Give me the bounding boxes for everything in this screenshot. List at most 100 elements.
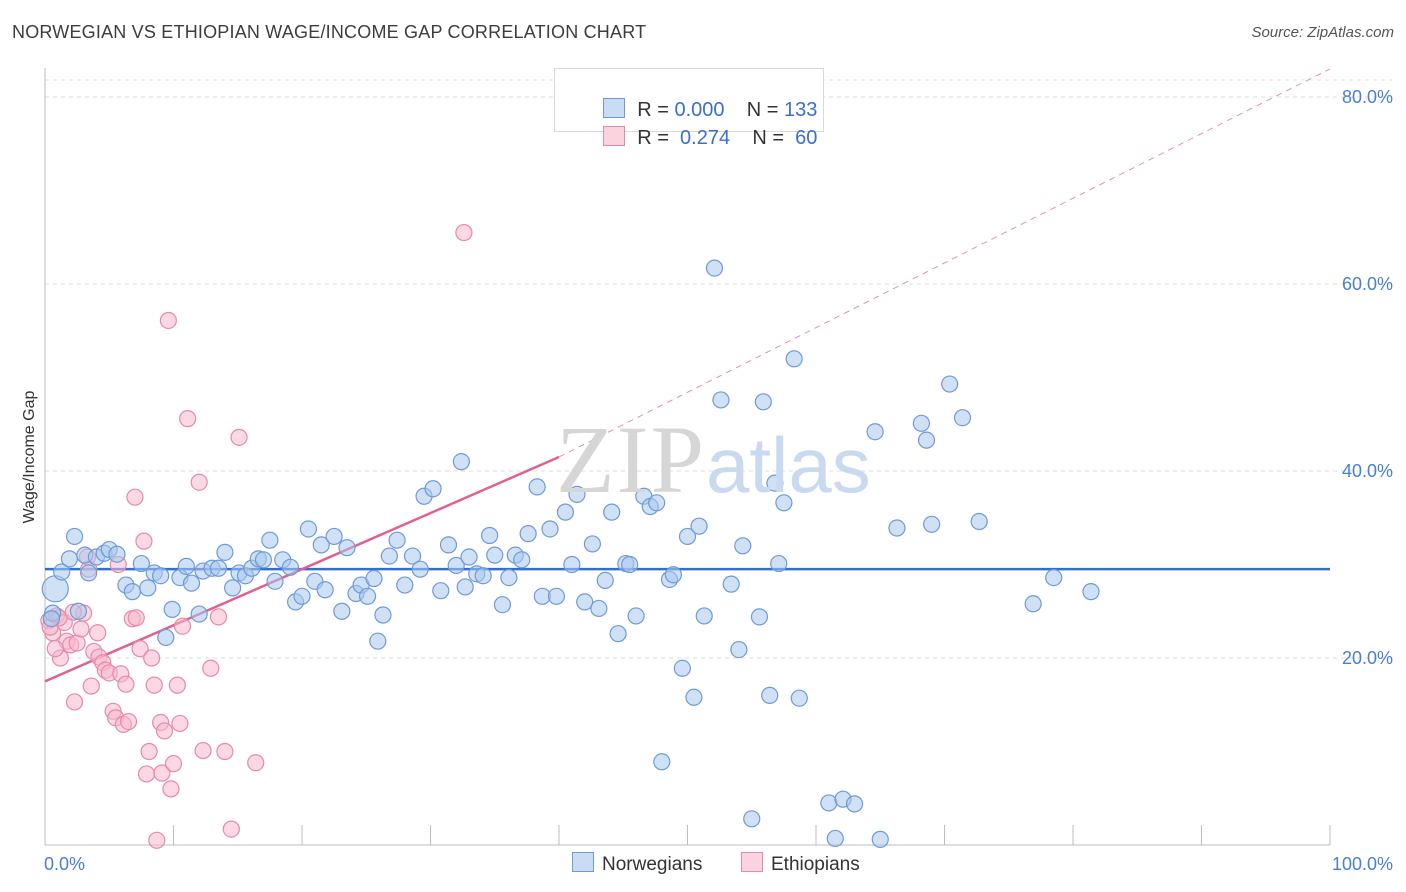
- ethiopians-point: [216, 742, 234, 761]
- norwegians-point: [722, 575, 740, 593]
- norwegians-point: [316, 581, 334, 599]
- trend-line-ethiopians-solid: [44, 455, 560, 683]
- ethiopians-point: [89, 624, 107, 642]
- norwegians-point: [673, 659, 691, 677]
- norwegians-point: [685, 688, 703, 706]
- norwegians-point: [224, 579, 242, 597]
- norwegians-point: [1082, 583, 1100, 601]
- y-tick-label: 60.0%: [1342, 274, 1393, 294]
- norwegians-point: [871, 830, 889, 848]
- norwegians-point: [108, 545, 126, 563]
- norwegians-point: [432, 582, 450, 600]
- norwegians-point: [460, 548, 478, 566]
- ethiopians-point: [126, 488, 144, 506]
- norwegians-point: [80, 564, 98, 582]
- watermark-atlas: atlas: [706, 421, 871, 509]
- trend-line-ethiopians: [44, 68, 1331, 683]
- norwegians-point: [338, 539, 356, 557]
- ethiopians-point: [155, 722, 174, 740]
- x-tick-label: 100.0%: [1332, 854, 1393, 874]
- norwegians-point: [157, 628, 175, 647]
- norwegians-point: [556, 503, 575, 521]
- norwegians-point: [365, 569, 383, 588]
- ethiopians-point: [159, 311, 177, 330]
- legend-n-label: N =: [746, 99, 785, 121]
- norwegians-point: [474, 567, 492, 585]
- norwegians-point: [358, 587, 377, 605]
- watermark: ZIPatlas: [556, 404, 871, 515]
- norwegians-point: [734, 537, 752, 555]
- norwegians-point: [388, 531, 406, 549]
- norwegians-point: [609, 625, 627, 643]
- norwegians-point: [664, 566, 682, 584]
- norwegians-point: [65, 527, 84, 546]
- norwegians-point: [519, 525, 537, 543]
- y-tick-label: 20.0%: [1342, 648, 1393, 668]
- norwegians-point: [596, 571, 614, 589]
- ethiopians-point: [131, 640, 149, 658]
- watermark-zip: ZIP: [556, 406, 706, 513]
- legend-row-norwegians: R = 0.000 N = 133: [581, 75, 817, 121]
- norwegians-point: [541, 520, 559, 538]
- norwegians-point: [325, 527, 343, 546]
- norwegians-point: [775, 494, 793, 512]
- norwegians-point: [888, 519, 906, 537]
- norwegians-point: [132, 554, 150, 573]
- norwegians-point: [312, 536, 330, 554]
- norwegians-point: [281, 558, 300, 576]
- ethiopians-point: [135, 532, 153, 550]
- norwegians-point: [439, 536, 458, 554]
- ethiopians-point: [168, 676, 186, 694]
- norwegians-point: [1024, 595, 1042, 613]
- norwegians-point: [705, 259, 724, 277]
- norwegians-point: [590, 599, 608, 618]
- norwegians-point: [761, 686, 779, 705]
- ethiopians-point: [117, 675, 135, 693]
- ethiopians-point: [164, 755, 183, 773]
- legend-n-label: N =: [752, 127, 790, 149]
- ethiopians-point: [173, 617, 192, 635]
- norwegians-point: [190, 605, 208, 623]
- legend-r-label: R =: [637, 127, 675, 149]
- norwegians-point: [648, 494, 666, 512]
- norwegians-point: [513, 551, 531, 569]
- norwegians-point: [380, 547, 398, 565]
- legend-swatch-norwegians: [603, 98, 626, 118]
- norwegians-point: [627, 607, 645, 625]
- y-axis-label: Wage/Income Gap: [21, 391, 38, 524]
- norwegians-point: [621, 555, 639, 574]
- norwegians-point: [923, 515, 941, 533]
- norwegians-point: [481, 526, 499, 545]
- norwegians-point: [785, 350, 803, 368]
- legend: R = 0.000 N = 133 R = 0.274 N = 60: [554, 68, 824, 149]
- ethiopians-point: [202, 659, 220, 677]
- norwegians-point: [411, 560, 429, 578]
- norwegians-point: [528, 478, 546, 496]
- norwegians-point: [60, 550, 79, 568]
- norwegians-point: [730, 640, 748, 659]
- norwegians-point: [69, 602, 88, 620]
- y-tick-label: 40.0%: [1342, 461, 1393, 481]
- norwegians-point: [396, 576, 414, 594]
- norwegians-point: [820, 794, 838, 812]
- norwegians-point: [970, 512, 988, 531]
- norwegians-point: [790, 689, 808, 707]
- norwegians-point: [163, 600, 181, 618]
- norwegians-point: [177, 557, 195, 575]
- trend-line-ethiopians-dashed: [558, 68, 1331, 458]
- ethiopians-point: [68, 634, 86, 652]
- ethiopians-point: [179, 410, 197, 428]
- norwegians-point: [261, 531, 279, 549]
- norwegians-point: [53, 563, 71, 581]
- norwegians-point: [770, 554, 788, 573]
- norwegians-point: [826, 829, 844, 848]
- norwegians-point: [653, 753, 671, 771]
- norwegians-point: [941, 375, 959, 393]
- norwegians-point: [583, 535, 602, 553]
- norwegians-point: [152, 567, 170, 585]
- ethiopians-point: [222, 820, 240, 838]
- bottom-legend-label-norwegians: Norwegians: [602, 854, 703, 875]
- bottom-legend-swatch-norwegians: [572, 852, 594, 872]
- ethiopians-point: [145, 676, 163, 694]
- norwegians-point: [568, 485, 586, 503]
